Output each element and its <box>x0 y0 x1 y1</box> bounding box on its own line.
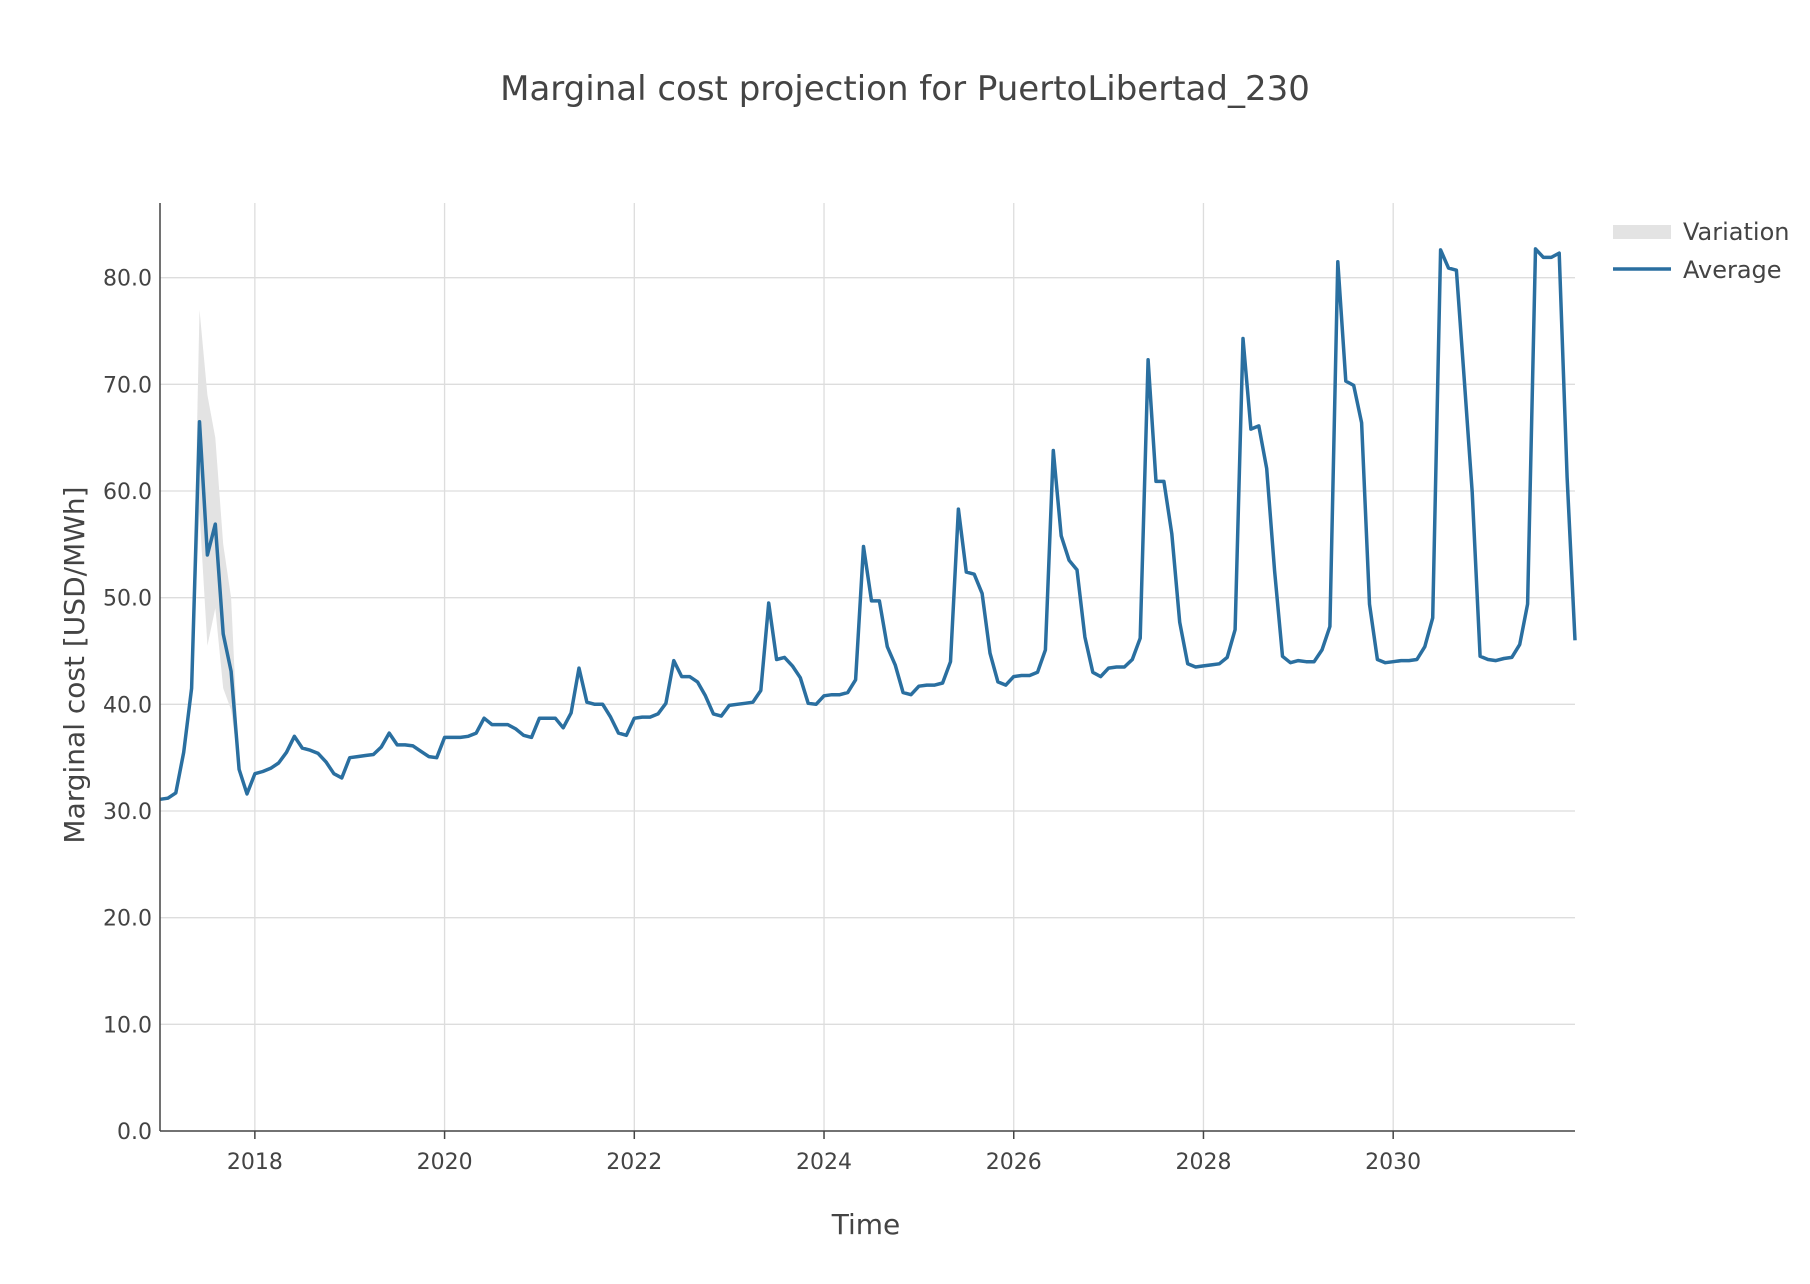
average-line <box>159 247 1577 802</box>
y-tick-label: 20.0 <box>103 907 152 932</box>
grid <box>160 203 1575 1139</box>
y-tick-label: 30.0 <box>103 800 152 825</box>
y-tick-label: 60.0 <box>103 480 152 505</box>
tick-labels: 0.0 10.0 20.0 30.0 40.0 50.0 60.0 70.0 80.0 2018 2… <box>103 267 1421 1175</box>
y-axis-label: Marginal cost [USD/MWh] <box>58 486 91 843</box>
x-tick-label: 2020 <box>417 1150 473 1175</box>
y-tick-label: 10.0 <box>103 1013 152 1038</box>
axes <box>159 203 1575 1132</box>
chart-title: Marginal cost projection for PuertoLiber… <box>500 69 1310 109</box>
legend-swatch-variation <box>1613 225 1671 239</box>
y-tick-label: 50.0 <box>103 587 152 612</box>
x-axis-label: Time <box>831 1208 901 1241</box>
legend-item-average[interactable]: Average <box>1613 256 1782 284</box>
legend-label-average: Average <box>1683 256 1782 284</box>
y-tick-label: 40.0 <box>103 693 152 718</box>
y-tick-label: 0.0 <box>117 1120 152 1145</box>
x-tick-label: 2030 <box>1365 1150 1421 1175</box>
legend-item-variation[interactable]: Variation <box>1613 218 1789 246</box>
legend[interactable]: Variation Average <box>1613 218 1789 284</box>
x-tick-label: 2024 <box>796 1150 852 1175</box>
average-line-layer <box>159 247 1577 802</box>
x-tick-label: 2026 <box>986 1150 1042 1175</box>
legend-label-variation: Variation <box>1683 218 1789 246</box>
x-tick-label: 2028 <box>1175 1150 1231 1175</box>
y-tick-label: 70.0 <box>103 373 152 398</box>
x-tick-label: 2018 <box>227 1150 283 1175</box>
x-tick-label: 2022 <box>606 1150 662 1175</box>
y-tick-label: 80.0 <box>103 267 152 292</box>
